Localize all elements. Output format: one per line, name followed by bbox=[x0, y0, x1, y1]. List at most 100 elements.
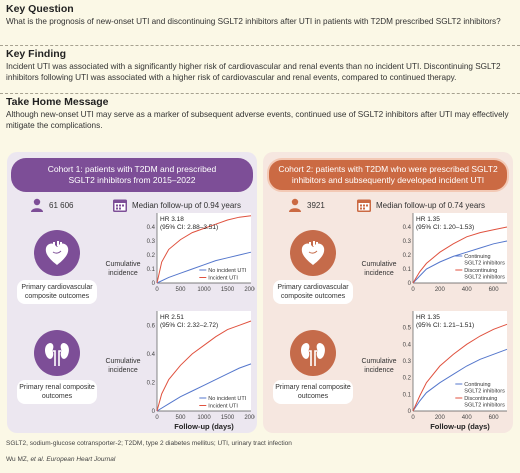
y-tick-label: 0.1 bbox=[403, 392, 412, 398]
hr-label: HR 2.51 bbox=[160, 314, 184, 321]
y-tick-label: 0.4 bbox=[147, 352, 156, 358]
key-question-text: What is the prognosis of new-onset UTI a… bbox=[6, 17, 501, 26]
series-line bbox=[156, 215, 252, 284]
citation: Wu MZ, et al. European Heart Journal bbox=[6, 456, 115, 463]
take-home-section: Take Home Message Although new-onset UTI… bbox=[6, 96, 512, 131]
cohort1-renal-ylabel: Cumulative incidence bbox=[105, 358, 141, 374]
x-tick-label: 200 bbox=[435, 287, 446, 293]
cohort2-banner: Cohort 2: patients with T2DM who were pr… bbox=[267, 158, 509, 192]
key-finding-section: Key Finding Incident UTI was associated … bbox=[6, 48, 512, 83]
legend-label-line: Incident UTI bbox=[208, 276, 238, 282]
x-tick-label: 2000 bbox=[244, 287, 255, 293]
cohort2-renal-outcome: Primary renal composite outcomes bbox=[273, 330, 353, 404]
y-tick-label: 0 bbox=[408, 409, 412, 415]
y-tick-label: 0.6 bbox=[147, 323, 156, 329]
y-tick-label: 0.4 bbox=[403, 342, 412, 348]
key-question-section: Key Question What is the prognosis of ne… bbox=[6, 3, 512, 27]
legend-label-line: SGLT2 inhibitors bbox=[464, 275, 505, 281]
key-finding-heading: Key Finding bbox=[6, 48, 67, 60]
cohort1-cv-outcome: Primary cardiovascular composite outcome… bbox=[17, 230, 97, 304]
x-tick-label: 200 bbox=[435, 415, 446, 421]
y-tick-label: 0.3 bbox=[147, 239, 156, 245]
x-tick-label: 1000 bbox=[197, 415, 211, 421]
heart-icon-circle bbox=[34, 230, 80, 276]
cohort1-panel: Cohort 1: patients with T2DM and prescri… bbox=[7, 152, 257, 433]
legend-label: Discontinuing SGLT2 inhibitors bbox=[464, 268, 505, 281]
hr-ci-label: (95% CI: 1.20–1.53) bbox=[416, 224, 474, 231]
y-tick-label: 0.4 bbox=[147, 225, 156, 231]
legend-label-line: Discontinuing bbox=[464, 268, 497, 274]
x-tick-label: 400 bbox=[462, 415, 473, 421]
y-tick-label: 0.2 bbox=[147, 253, 156, 259]
cohort1-followup: Median follow-up of 0.94 years bbox=[132, 200, 241, 210]
hr-label: HR 1.35 bbox=[416, 216, 440, 223]
x-tick-label: 0 bbox=[411, 287, 415, 293]
cohort1-cv-chart: 0 0.1 0.2 0.3 0.4 0 500 1000 1500 2000 HR 3.18(95%… bbox=[147, 213, 255, 293]
take-home-heading: Take Home Message bbox=[6, 96, 109, 108]
plot-area bbox=[413, 213, 507, 283]
y-tick-label: 0.5 bbox=[403, 326, 412, 332]
y-tick-label: 0.1 bbox=[147, 267, 156, 273]
legend-label-line: Discontinuing bbox=[464, 396, 497, 402]
cohort2-followup-stat: Median follow-up of 0.74 years bbox=[356, 197, 485, 213]
cohort1-title: Cohort 1: patients with T2DM and prescri… bbox=[47, 164, 217, 185]
plot-area bbox=[157, 311, 251, 411]
hr-ci-label: (95% CI: 2.32–2.72) bbox=[160, 322, 218, 329]
legend-label: Continuing SGLT2 inhibitors bbox=[464, 382, 505, 395]
cohort1-renal-label: Primary renal composite outcomes bbox=[17, 380, 97, 404]
cohort1-cv-label: Primary cardiovascular composite outcome… bbox=[17, 280, 97, 304]
y-tick-label: 0.1 bbox=[403, 267, 412, 273]
x-tick-label: 1500 bbox=[221, 287, 235, 293]
cohort2-renal-label: Primary renal composite outcomes bbox=[273, 380, 353, 404]
cohort1-cv-ylabel: Cumulative incidence bbox=[105, 261, 141, 277]
divider bbox=[0, 93, 520, 94]
legend-label-line: No incident UTI bbox=[208, 396, 246, 402]
series-line bbox=[156, 251, 252, 284]
legend-label-line: Continuing bbox=[464, 382, 490, 388]
series-line bbox=[412, 323, 508, 412]
legend-label-line: SGLT2 inhibitors bbox=[464, 261, 505, 267]
cohort2-title: Cohort 2: patients with T2DM who were pr… bbox=[278, 164, 498, 185]
legend-label-line: Continuing bbox=[464, 254, 490, 260]
x-tick-label: 500 bbox=[175, 287, 186, 293]
legend-label: Incident UTI bbox=[208, 276, 238, 282]
x-tick-label: 0 bbox=[155, 287, 159, 293]
legend-label-line: Incident UTI bbox=[208, 404, 238, 410]
legend-label: No incident UTI bbox=[208, 396, 246, 402]
legend-label-line: SGLT2 inhibitors bbox=[464, 403, 505, 409]
legend-label: Continuing SGLT2 inhibitors bbox=[464, 254, 505, 267]
cohort2-cv-outcome: Primary cardiovascular composite outcome… bbox=[273, 230, 353, 304]
series-line bbox=[412, 226, 508, 284]
y-tick-label: 0 bbox=[152, 281, 156, 287]
x-tick-label: 600 bbox=[489, 287, 500, 293]
heart-icon bbox=[301, 241, 325, 265]
cohort2-cv-chart: 0 0.1 0.2 0.3 0.4 0 200 400 600 HR 1.35(95% CI: 1… bbox=[403, 213, 508, 293]
cohort2-panel: Cohort 2: patients with T2DM who were pr… bbox=[263, 152, 513, 433]
hr-ci-label: (95% CI: 1.21–1.51) bbox=[416, 322, 474, 329]
citation-journal: et al. European Heart Journal bbox=[30, 456, 116, 463]
x-tick-label: 0 bbox=[155, 415, 159, 421]
divider bbox=[0, 45, 520, 46]
y-tick-label: 0.3 bbox=[403, 239, 412, 245]
hr-label: HR 3.18 bbox=[160, 216, 184, 223]
cohort2-cv-ylabel: Cumulative incidence bbox=[361, 261, 397, 277]
y-tick-label: 0 bbox=[152, 409, 156, 415]
x-tick-label: 0 bbox=[411, 415, 415, 421]
x-tick-label: 400 bbox=[462, 287, 473, 293]
series-line bbox=[156, 320, 252, 412]
cohort1-renal-outcome: Primary renal composite outcomes bbox=[17, 330, 97, 404]
y-tick-label: 0.3 bbox=[403, 359, 412, 365]
x-tick-label: 1000 bbox=[197, 287, 211, 293]
series-line bbox=[156, 363, 252, 412]
key-finding-text: Incident UTI was associated with a signi… bbox=[6, 62, 501, 82]
citation-authors: Wu MZ, bbox=[6, 456, 31, 463]
cohort1-banner: Cohort 1: patients with T2DM and prescri… bbox=[11, 158, 253, 192]
cohort2-followup: Median follow-up of 0.74 years bbox=[376, 200, 485, 210]
cohort2-cv-label: Primary cardiovascular composite outcome… bbox=[273, 280, 353, 304]
key-question-heading: Key Question bbox=[6, 3, 74, 15]
series-line bbox=[412, 240, 508, 284]
legend-label: No incident UTI bbox=[208, 268, 246, 274]
legend-label: Incident UTI bbox=[208, 404, 238, 410]
plot-area bbox=[413, 311, 507, 411]
kidney-icon-circle bbox=[34, 330, 80, 376]
